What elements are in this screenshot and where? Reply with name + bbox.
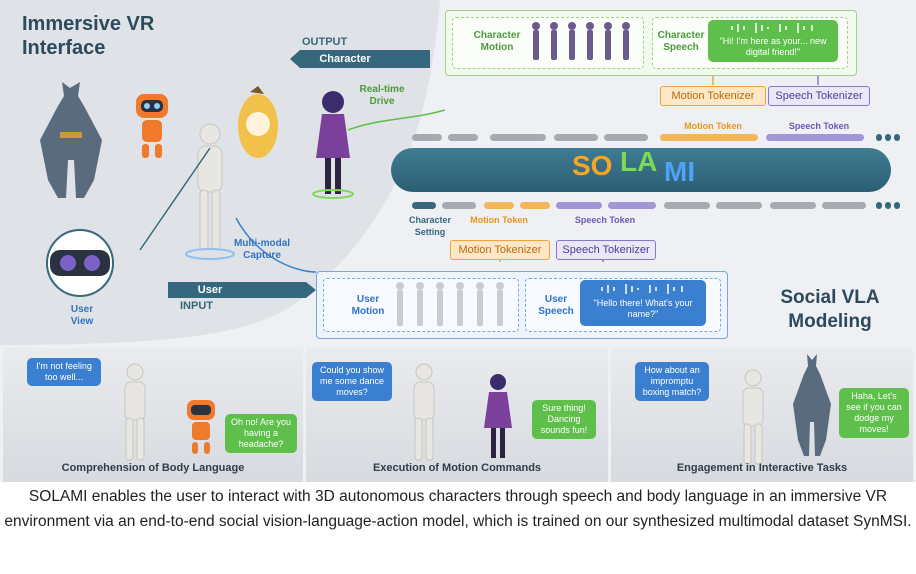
solami-logo-la: LA (620, 146, 658, 177)
scene2-title: Execution of Motion Commands (372, 462, 542, 474)
output-arrow-tag (290, 50, 430, 68)
motion-token-out-label: Motion Token (684, 121, 742, 131)
scene3-character-bubble: Haha, Let's see if you can dodge my move… (839, 388, 909, 438)
character-speech-label: Character Speech (657, 30, 705, 53)
robot-character-figure (136, 94, 168, 158)
output-waveform-icon (731, 23, 813, 33)
scene1-user-figure (124, 363, 146, 461)
scene-interactive-tasks: How about an impromptu boxing match? Hah… (611, 348, 913, 482)
speech-token-in-label: Speech Token (574, 215, 636, 225)
vr-headset-icon (46, 229, 114, 297)
motion-token-in-label: Motion Token (470, 215, 528, 225)
speech-tokenizer-out: Speech Tokenizer (768, 86, 870, 106)
solami-logo-so: SO (572, 150, 613, 181)
figure-caption: SOLAMI enables the user to interact with… (4, 488, 912, 530)
scene2-user-bubble: Could you show me some dance moves? (312, 362, 392, 401)
multimodal-capture-label: Multi-modal Capture (233, 238, 291, 261)
motion-tokenizer-out: Motion Tokenizer (660, 86, 766, 106)
user-view-label: User View (70, 304, 94, 327)
scene3-user-figure (742, 369, 764, 465)
scene-body-language: I'm not feeling too well... Oh no! Are y… (3, 348, 303, 482)
input-tag-word: INPUT (180, 300, 213, 312)
scene2-anime-figure (484, 374, 512, 458)
scene3-title: Engagement in Interactive Tasks (676, 462, 848, 474)
social-vla-title: Social VLA Modeling (780, 287, 880, 332)
character-motion-label: Character Motion (473, 30, 521, 53)
input-arrow-tag (168, 282, 316, 298)
speech-tokenizer-in: Speech Tokenizer (556, 240, 656, 260)
scene2-character-bubble: Sure thing! Dancing sounds fun! (532, 400, 596, 439)
character-speech-bubble: "Hi! I'm here as your... new digital fri… (708, 20, 838, 62)
user-motion-sequence (396, 282, 504, 326)
realtime-drive-label: Real-time Drive (359, 84, 405, 107)
scene2-user-figure (413, 363, 435, 461)
banana-cat-character-figure (238, 86, 278, 158)
scene1-title: Comprehension of Body Language (61, 462, 245, 474)
solami-logo-mi: MI (664, 156, 696, 187)
motion-tokenizer-in: Motion Tokenizer (450, 240, 550, 260)
character-motion-panel (452, 17, 644, 69)
batman-character-figure (40, 82, 102, 198)
speech-token-out-label: Speech Token (788, 121, 850, 131)
solami-figure: Immersive VR Interface User View (0, 0, 916, 482)
output-tag-label: Character (319, 53, 371, 65)
scene3-user-bubble: How about an impromptu boxing match? (635, 362, 709, 401)
input-waveform-icon (601, 284, 683, 294)
input-tag-label: User (197, 284, 223, 296)
scene1-user-bubble: I'm not feeling too well... (27, 358, 101, 386)
user-speech-bubble: "Hello there! What's your name?" (580, 280, 706, 326)
solami-backbone (391, 148, 891, 192)
scene3-batman-figure (793, 354, 831, 456)
scene1-character-bubble: Oh no! Are you having a headache? (225, 414, 297, 453)
output-tag-word: OUTPUT (302, 36, 348, 48)
immersive-vr-title: Immersive VR Interface (22, 13, 155, 59)
user-motion-label: User Motion (351, 294, 385, 317)
user-speech-label: User Speech (538, 294, 574, 317)
character-motion-sequence (532, 22, 630, 60)
anime-character-figure (312, 91, 354, 199)
scene1-robot-figure (187, 400, 215, 454)
character-setting-label: Character Setting (408, 215, 452, 237)
scene-motion-commands: Could you show me some dance moves? Sure… (306, 348, 608, 482)
